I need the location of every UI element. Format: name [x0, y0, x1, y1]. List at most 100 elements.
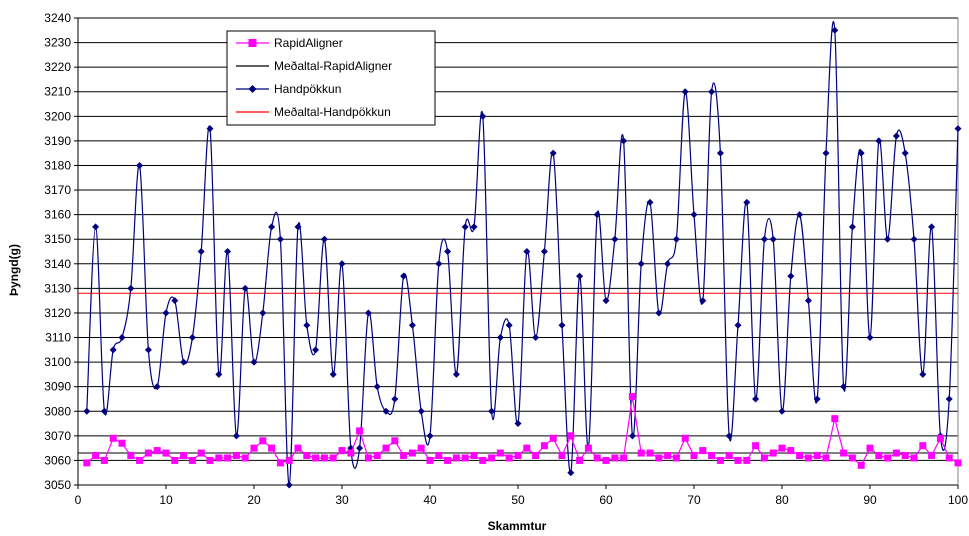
y-tick-label: 3140 — [44, 257, 71, 271]
data-point — [232, 432, 240, 440]
data-point — [232, 452, 240, 460]
data-point — [461, 223, 469, 231]
data-point — [435, 260, 443, 268]
data-point — [276, 459, 284, 467]
data-point — [312, 346, 320, 354]
data-point — [567, 432, 575, 440]
data-point — [452, 454, 460, 462]
y-tick-label: 3090 — [44, 380, 71, 394]
data-point — [637, 260, 645, 268]
data-point — [672, 235, 680, 243]
data-point — [540, 248, 548, 255]
data-point — [602, 456, 610, 464]
data-point — [734, 321, 742, 329]
data-point — [840, 449, 848, 457]
data-point — [628, 393, 636, 401]
y-tick-label: 3170 — [44, 183, 71, 197]
data-point — [435, 452, 443, 460]
data-point — [118, 334, 126, 342]
data-point — [593, 454, 601, 462]
data-point — [532, 452, 540, 460]
x-tick-label: 40 — [423, 493, 437, 507]
data-point — [100, 407, 108, 415]
data-point — [725, 452, 733, 460]
legend-label: RapidAligner — [274, 36, 343, 50]
data-point — [391, 437, 399, 445]
data-point — [936, 434, 944, 442]
data-point — [109, 434, 117, 442]
data-point — [347, 449, 355, 457]
data-point — [127, 452, 135, 460]
data-point — [488, 407, 496, 415]
data-point — [576, 456, 584, 464]
data-point — [910, 235, 918, 243]
x-tick-labels: 0 10 20 30 40 50 60 70 80 90 100 — [75, 493, 969, 507]
x-tick-label: 100 — [948, 493, 968, 507]
data-point — [532, 334, 540, 342]
data-point — [188, 456, 196, 464]
data-point — [787, 272, 795, 280]
data-point — [180, 452, 188, 460]
data-point — [496, 334, 504, 342]
data-point — [206, 125, 214, 133]
data-point — [268, 223, 276, 231]
data-point — [320, 235, 328, 243]
legend-box — [226, 30, 436, 126]
data-point — [444, 248, 452, 255]
data-point — [628, 432, 636, 440]
data-point — [92, 452, 100, 460]
y-tick-label: 3240 — [44, 11, 71, 25]
data-point — [285, 456, 293, 464]
data-point — [338, 447, 346, 455]
data-point — [778, 444, 786, 452]
data-point — [356, 427, 364, 435]
data-point — [162, 309, 170, 317]
data-point — [136, 456, 144, 464]
data-point — [127, 284, 135, 292]
data-point — [576, 272, 584, 280]
data-point — [188, 334, 196, 342]
data-point — [954, 125, 962, 133]
data-point — [408, 449, 416, 457]
y-tick-label: 3180 — [44, 158, 71, 172]
data-point — [417, 444, 425, 452]
data-point — [752, 442, 760, 450]
data-point — [488, 454, 496, 462]
data-point — [620, 137, 628, 145]
data-point — [549, 149, 557, 157]
data-point — [391, 395, 399, 403]
data-point — [224, 248, 232, 255]
data-point — [681, 434, 689, 442]
data-point — [769, 235, 777, 243]
data-point — [136, 161, 144, 169]
data-point — [611, 235, 619, 243]
data-point — [760, 235, 768, 243]
data-point — [268, 444, 276, 452]
data-point — [769, 449, 777, 457]
data-point — [655, 454, 663, 462]
data-point — [857, 149, 865, 157]
data-point — [602, 297, 610, 305]
data-point — [716, 149, 724, 157]
y-tick-label: 3080 — [44, 404, 71, 418]
data-point — [945, 454, 953, 462]
data-point — [690, 452, 698, 460]
data-point — [549, 434, 557, 442]
data-point — [672, 454, 680, 462]
data-point — [945, 395, 953, 403]
data-point — [452, 370, 460, 378]
data-point — [250, 358, 258, 366]
data-point — [461, 454, 469, 462]
data-point — [171, 297, 179, 305]
data-point — [540, 442, 548, 450]
series-line — [86, 21, 959, 486]
data-point — [83, 459, 91, 467]
data-point — [118, 439, 126, 447]
data-point — [752, 395, 760, 403]
series-2 — [83, 21, 962, 489]
data-point — [197, 449, 205, 457]
x-tick-label: 70 — [687, 493, 701, 507]
data-point — [875, 137, 883, 145]
data-point — [901, 149, 909, 157]
